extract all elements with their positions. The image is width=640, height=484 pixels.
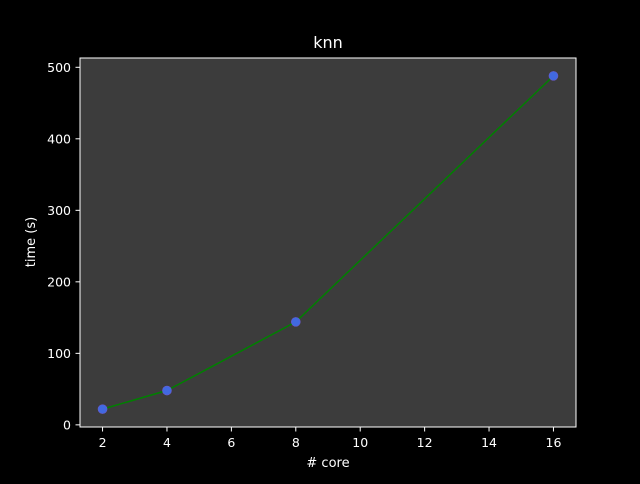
x-tick-label: 10 <box>352 435 368 450</box>
y-axis: 0 100 200 300 400 500 <box>47 60 80 432</box>
y-tick-label: 500 <box>47 60 71 75</box>
x-tick-label: 14 <box>481 435 497 450</box>
data-point <box>162 385 172 396</box>
x-tick-label: 6 <box>227 435 235 450</box>
y-tick-label: 300 <box>47 203 71 218</box>
data-point <box>548 71 559 81</box>
x-tick-label: 16 <box>546 435 562 450</box>
data-point <box>97 404 108 414</box>
x-tick-label: 4 <box>163 435 171 450</box>
x-tick-label: 12 <box>417 435 433 450</box>
y-tick-label: 0 <box>63 417 71 432</box>
y-tick-label: 100 <box>47 346 71 361</box>
x-tick-label: 8 <box>292 435 300 450</box>
x-axis: 2 4 6 8 10 12 14 16 <box>99 427 562 450</box>
plot-area <box>80 58 576 427</box>
y-tick-label: 400 <box>47 131 71 146</box>
series-line <box>102 75 554 410</box>
x-axis-label: # core <box>306 456 349 471</box>
y-axis-label: time (s) <box>24 217 39 267</box>
chart-title: knn <box>313 33 343 52</box>
x-tick-label: 2 <box>99 435 107 450</box>
y-tick-label: 200 <box>47 274 71 289</box>
data-marks <box>97 71 559 414</box>
data-point <box>290 317 301 327</box>
plot-frame <box>79 57 577 428</box>
